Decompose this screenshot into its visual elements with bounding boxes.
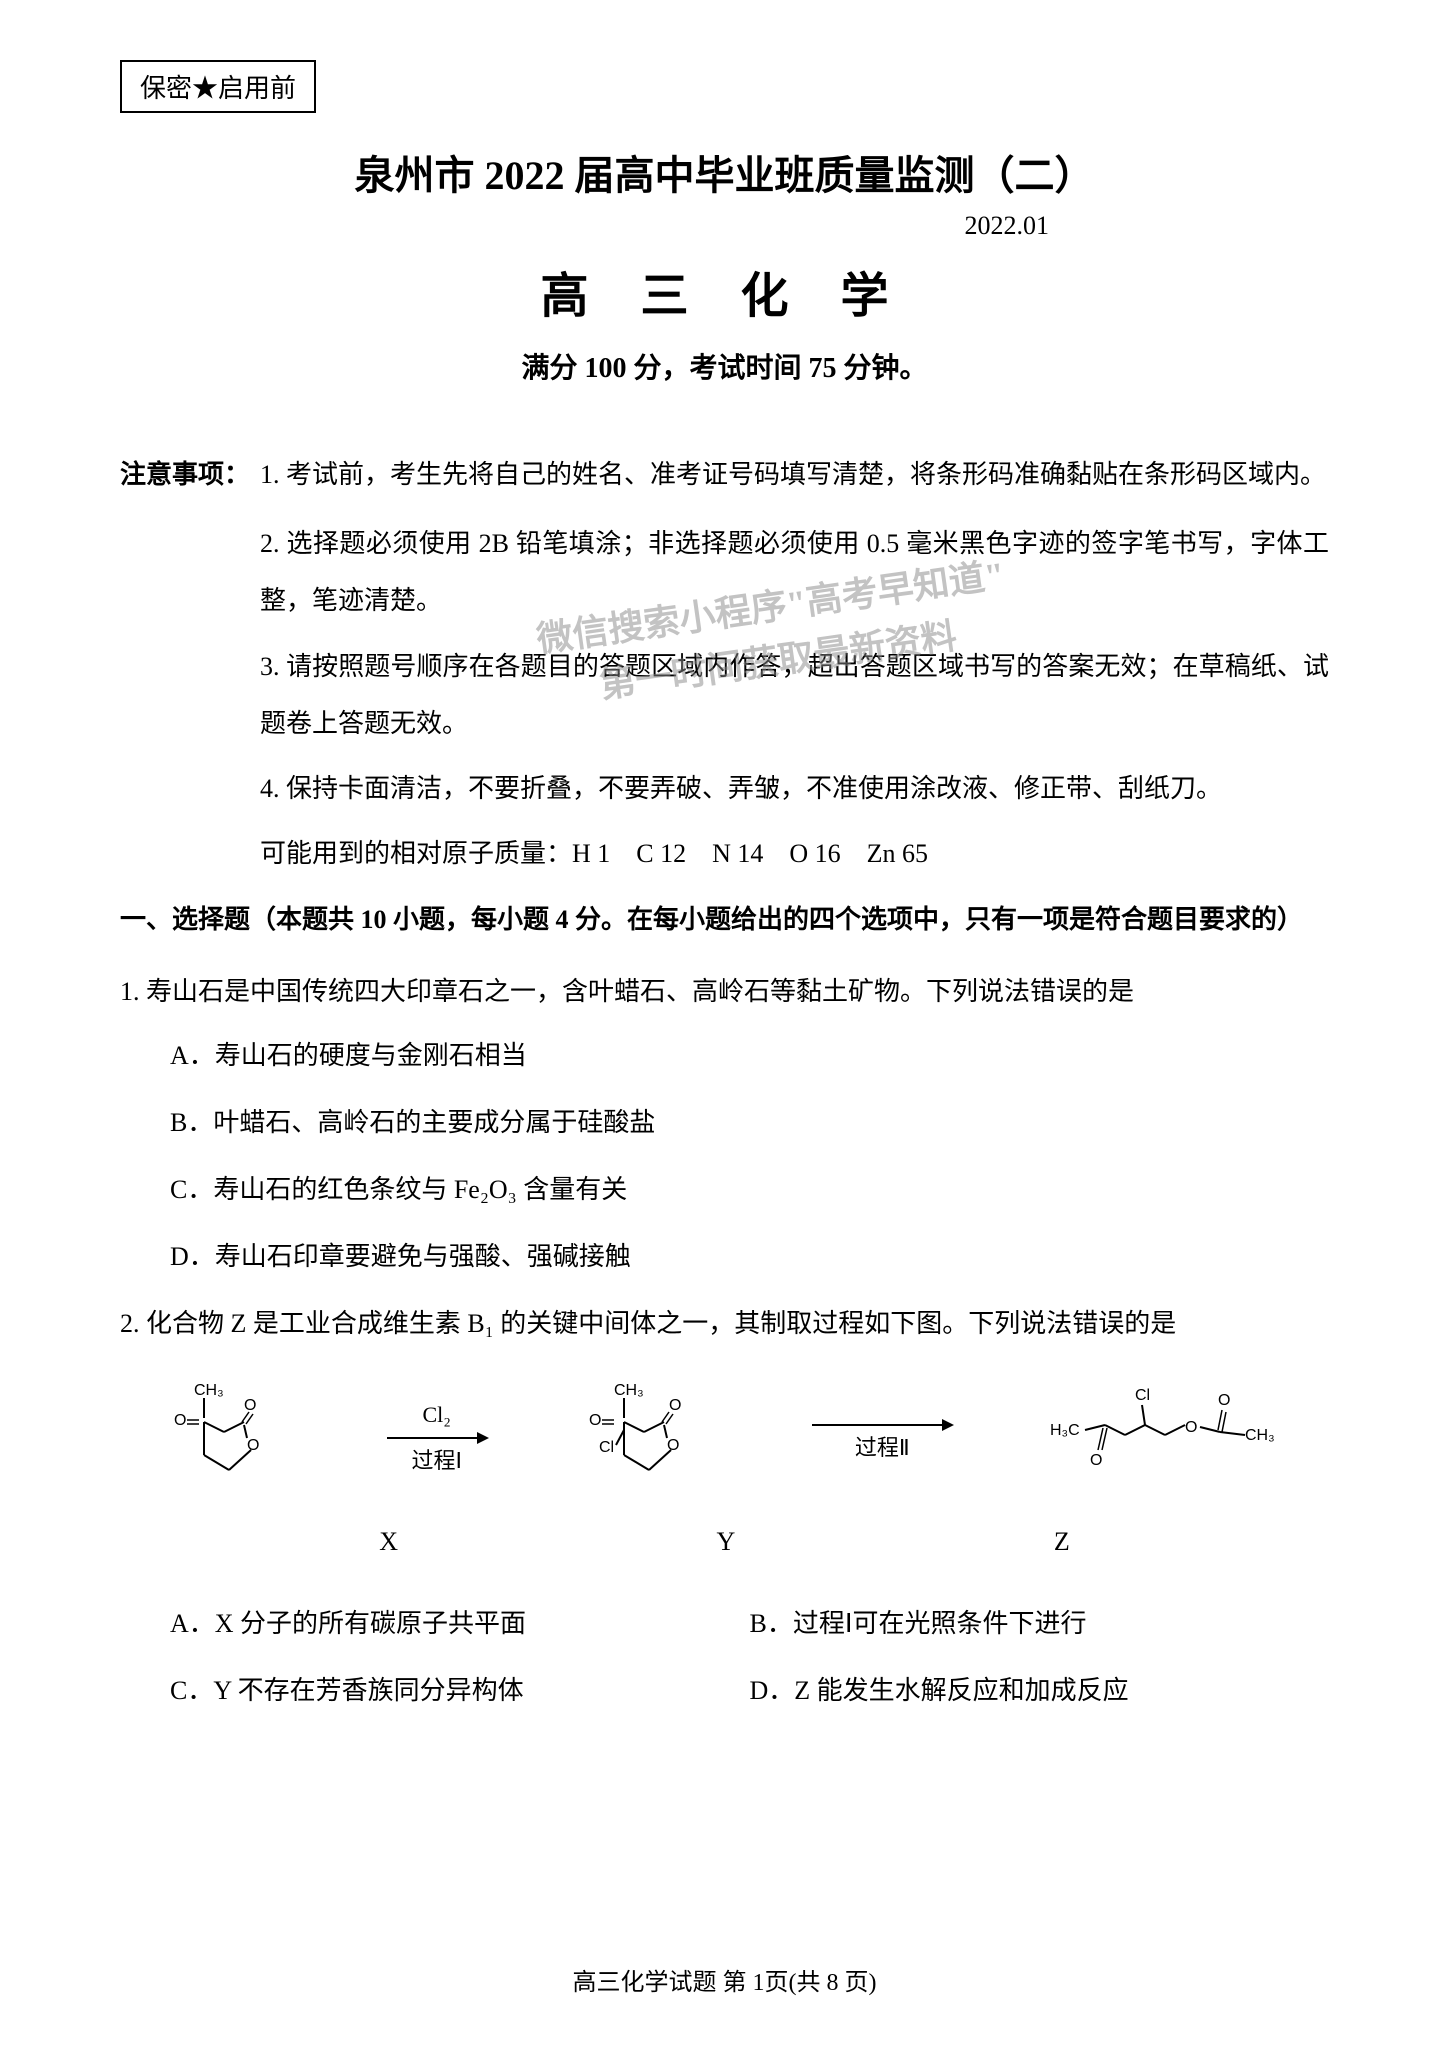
notice-item-4: 4. 保持卡面清洁，不要折叠，不要弄破、弄皱，不准使用涂改液、修正带、刮纸刀。	[260, 760, 1329, 817]
svg-text:O: O	[1218, 1392, 1230, 1409]
notice-item-1: 1. 考试前，考生先将自己的姓名、准考证号码填写清楚，将条形码准确黏贴在条形码区…	[260, 446, 1329, 503]
svg-text:O: O	[174, 1412, 186, 1429]
subject-title: 高 三 化 学	[120, 256, 1329, 326]
process-1-label: 过程Ⅰ	[411, 1439, 462, 1483]
main-title: 泉州市 2022 届高中毕业班质量监测（二）	[120, 143, 1329, 201]
chemistry-diagram: CH₃ O O O C	[120, 1380, 1329, 1568]
reagent-1: Cl₂	[422, 1393, 450, 1437]
label-z: Z	[1054, 1516, 1070, 1568]
arrow-1: Cl₂ 过程Ⅰ	[387, 1393, 487, 1483]
process-2-label: 过程Ⅱ	[855, 1426, 910, 1470]
svg-text:Cl: Cl	[1135, 1387, 1150, 1404]
svg-text:O: O	[1185, 1419, 1197, 1436]
structure-x: CH₃ O O O	[169, 1380, 289, 1496]
question-2: 2. 化合物 Z 是工业合成维生素 B₁ 的关键中间体之一，其制取过程如下图。下…	[120, 1298, 1329, 1717]
notice-label: 注意事项：	[120, 446, 250, 503]
arrow-2: 过程Ⅱ	[812, 1406, 952, 1470]
label-x: X	[379, 1516, 398, 1568]
svg-text:CH₃: CH₃	[194, 1382, 224, 1399]
svg-text:H₃C: H₃C	[1050, 1422, 1080, 1439]
section-header: 一、选择题（本题共 10 小题，每小题 4 分。在每小题给出的四个选项中，只有一…	[120, 894, 1329, 946]
svg-text:CH₃: CH₃	[614, 1382, 644, 1399]
structure-z: Cl O H₃C CH₃ O O	[1050, 1380, 1280, 1496]
question-2-option-c: C．Y 不存在芳香族同分异构体	[170, 1665, 750, 1717]
confidential-label: 保密★启用前	[120, 60, 316, 113]
question-1-option-c: C．寿山石的红色条纹与 Fe₂O₃ 含量有关	[170, 1164, 1329, 1216]
exam-date: 2022.01	[120, 211, 1329, 241]
question-2-text: 2. 化合物 Z 是工业合成维生素 B₁ 的关键中间体之一，其制取过程如下图。下…	[120, 1298, 1329, 1350]
notice-item-2: 2. 选择题必须使用 2B 铅笔填涂；非选择题必须使用 0.5 毫米黑色字迹的签…	[260, 515, 1329, 629]
question-2-option-a: A．X 分子的所有碳原子共平面	[170, 1598, 750, 1650]
exam-info: 满分 100 分，考试时间 75 分钟。	[120, 346, 1329, 386]
svg-text:O: O	[589, 1412, 601, 1429]
question-1: 1. 寿山石是中国传统四大印章石之一，含叶蜡石、高岭石等黏土矿物。下列说法错误的…	[120, 966, 1329, 1283]
svg-text:O: O	[244, 1397, 256, 1414]
svg-text:Cl: Cl	[599, 1439, 614, 1456]
svg-text:O: O	[669, 1397, 681, 1414]
question-1-text: 1. 寿山石是中国传统四大印章石之一，含叶蜡石、高岭石等黏土矿物。下列说法错误的…	[120, 966, 1329, 1018]
svg-text:CH₃: CH₃	[1245, 1427, 1275, 1444]
svg-text:O: O	[247, 1437, 259, 1454]
notice-item-3: 3. 请按照题号顺序在各题目的答题区域内作答，超出答题区域书写的答案无效；在草稿…	[260, 638, 1329, 752]
svg-text:O: O	[1090, 1452, 1102, 1469]
svg-text:O: O	[667, 1437, 679, 1454]
question-1-option-b: B．叶蜡石、高岭石的主要成分属于硅酸盐	[170, 1097, 1329, 1149]
structure-y: CH₃ O O Cl O	[584, 1380, 714, 1496]
question-2-option-b: B．过程Ⅰ可在光照条件下进行	[750, 1598, 1330, 1650]
page-footer: 高三化学试题 第 1页(共 8 页)	[0, 1962, 1449, 1997]
atomic-mass: 可能用到的相对原子质量：H 1 C 12 N 14 O 16 Zn 65	[260, 825, 1329, 882]
question-2-option-d: D．Z 能发生水解反应和加成反应	[750, 1665, 1330, 1717]
notice-block: 注意事项： 1. 考试前，考生先将自己的姓名、准考证号码填写清楚，将条形码准确黏…	[120, 446, 1329, 503]
question-1-option-a: A．寿山石的硬度与金刚石相当	[170, 1030, 1329, 1082]
question-1-option-d: D．寿山石印章要避免与强酸、强碱接触	[170, 1231, 1329, 1283]
label-y: Y	[717, 1516, 736, 1568]
